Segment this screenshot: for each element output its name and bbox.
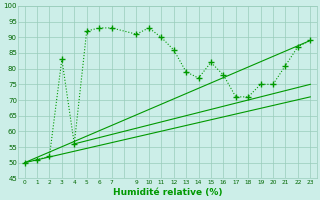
X-axis label: Humidité relative (%): Humidité relative (%) [113,188,222,197]
